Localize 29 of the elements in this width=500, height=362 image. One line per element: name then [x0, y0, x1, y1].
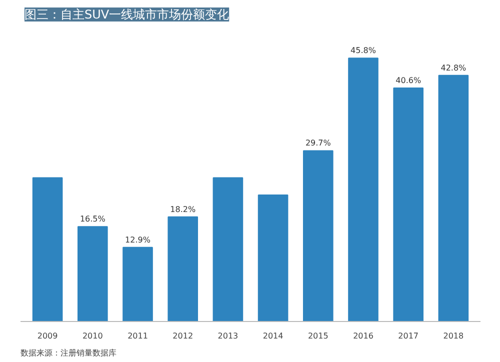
- x-tick-label: 2017: [398, 332, 419, 340]
- x-tick-label: 2016: [353, 332, 374, 340]
- x-tick-label: 2013: [218, 332, 238, 340]
- data-label: 18.2%: [170, 204, 196, 214]
- data-label: 42.8%: [440, 63, 467, 72]
- x-tick-label: 2010: [82, 332, 103, 340]
- bar: [348, 58, 378, 322]
- bar: [78, 226, 108, 322]
- bar: [32, 177, 63, 322]
- bar: [168, 216, 198, 322]
- chart-title: 图三：自主SUV一线城市市场份额变化: [24, 8, 230, 22]
- x-tick-label: 2012: [172, 332, 194, 340]
- x-tick-label: 2014: [262, 332, 284, 340]
- source-note: 数据来源：注册销量数据库: [20, 348, 116, 358]
- bar: [258, 194, 288, 322]
- x-tick-label: 2018: [443, 332, 464, 340]
- x-tick-label: 2011: [128, 332, 148, 340]
- data-label: 40.6%: [396, 76, 422, 86]
- bar: [302, 150, 334, 322]
- data-label: 29.7%: [305, 138, 332, 148]
- bar: [212, 177, 244, 322]
- bar: [122, 246, 153, 322]
- data-label: 12.9%: [125, 235, 151, 244]
- x-tick-label: 2015: [308, 332, 328, 340]
- x-tick-label: 2009: [37, 332, 58, 340]
- bar: [393, 88, 424, 322]
- data-label: 45.8%: [350, 46, 376, 56]
- data-label: 16.5%: [80, 214, 106, 224]
- bar: [438, 74, 469, 322]
